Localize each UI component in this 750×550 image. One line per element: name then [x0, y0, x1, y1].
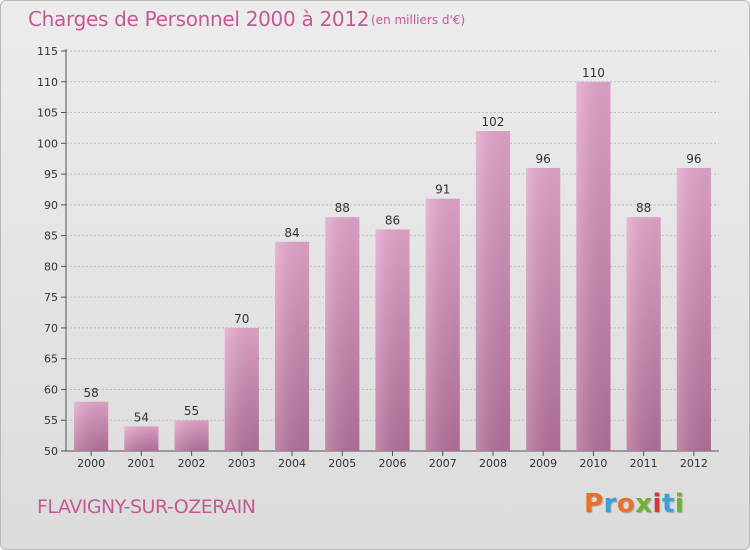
logo-letter: o [616, 489, 636, 519]
bar-2006 [375, 229, 410, 451]
value-label: 110 [582, 66, 605, 80]
y-tick-label: 80 [44, 260, 58, 273]
bar-2001 [124, 426, 159, 451]
value-label: 96 [686, 152, 701, 166]
value-label: 86 [385, 213, 400, 227]
y-tick-label: 60 [44, 383, 58, 396]
bar-2008 [475, 131, 511, 451]
logo-letter: r [603, 489, 617, 519]
value-label: 88 [636, 201, 651, 215]
bar-2005 [325, 217, 360, 451]
bar-shading [425, 198, 460, 451]
bar-shading [676, 167, 711, 451]
value-label: 54 [134, 410, 149, 424]
value-label: 55 [184, 404, 199, 418]
x-tick-label: 2003 [228, 457, 256, 470]
y-tick-label: 70 [44, 322, 58, 335]
value-label: 91 [435, 183, 450, 197]
bar-2011 [626, 217, 661, 451]
x-tick-label: 2012 [680, 457, 708, 470]
logo-letter: P [584, 489, 604, 519]
bar-2007 [425, 198, 460, 451]
value-label: 96 [536, 152, 551, 166]
x-tick-label: 2004 [278, 457, 306, 470]
y-tick-label: 110 [37, 76, 58, 89]
bar-shading [475, 131, 511, 451]
value-label: 70 [234, 312, 249, 326]
bar-2009 [526, 167, 561, 451]
y-tick-label: 55 [44, 414, 58, 427]
value-label: 88 [335, 201, 350, 215]
x-tick-label: 2008 [479, 457, 507, 470]
y-tick-label: 100 [37, 137, 58, 150]
proxiti-logo: Proxiti [584, 489, 684, 519]
bar-shading [224, 327, 259, 451]
x-tick-label: 2002 [178, 457, 206, 470]
logo-letter: x [635, 489, 653, 519]
bar-shading [124, 426, 159, 451]
y-tick-label: 50 [44, 445, 58, 458]
x-tick-label: 2010 [579, 457, 607, 470]
logo-letter: i [652, 489, 662, 519]
bar-shading [576, 81, 611, 452]
bar-2002 [174, 420, 209, 451]
axes: 50 55 60 65 70 75 80 85 90 95 100 105 110 115 2000 2001… [37, 45, 719, 470]
x-tick-label: 2001 [127, 457, 155, 470]
y-tick-label: 105 [37, 107, 58, 120]
x-tick-label: 2011 [630, 457, 658, 470]
x-tick-label: 2000 [77, 457, 105, 470]
bar-shading [626, 217, 661, 451]
x-tick-label: 2009 [529, 457, 557, 470]
value-label: 102 [482, 115, 505, 129]
bar-2003 [224, 327, 259, 451]
bar-shading [274, 241, 310, 451]
bar-shading [174, 420, 209, 451]
y-tick-label: 90 [44, 199, 58, 212]
chart-title: Charges de Personnel 2000 à 2012 [28, 7, 370, 31]
bar-shading [325, 217, 360, 451]
value-label: 58 [83, 386, 98, 400]
logo-letter: t [661, 489, 675, 519]
commune-name: FLAVIGNY-SUR-OZERAIN [37, 496, 256, 518]
bar-shading [74, 401, 109, 451]
bar-2000 [74, 401, 109, 451]
value-labels: 58 54 55 70 84 88 86 91 102 96 110 88 96 [83, 66, 701, 425]
bar-2004 [274, 241, 310, 451]
y-tick-label: 65 [44, 353, 58, 366]
x-tick-label: 2007 [429, 457, 457, 470]
chart-subtitle: (en milliers d'€) [371, 13, 466, 27]
y-tick-label: 115 [37, 45, 58, 58]
logo-letter: i [674, 489, 685, 519]
y-tick-label: 85 [44, 230, 58, 243]
bars [74, 81, 711, 452]
y-tick-label: 75 [44, 291, 58, 304]
bar-shading [375, 229, 410, 451]
y-tick-label: 95 [44, 168, 58, 181]
bar-2010 [576, 81, 611, 452]
x-tick-label: 2005 [328, 457, 356, 470]
bar-2012 [676, 167, 711, 451]
bar-shading [526, 167, 561, 451]
value-label: 84 [284, 226, 299, 240]
x-tick-label: 2006 [379, 457, 407, 470]
